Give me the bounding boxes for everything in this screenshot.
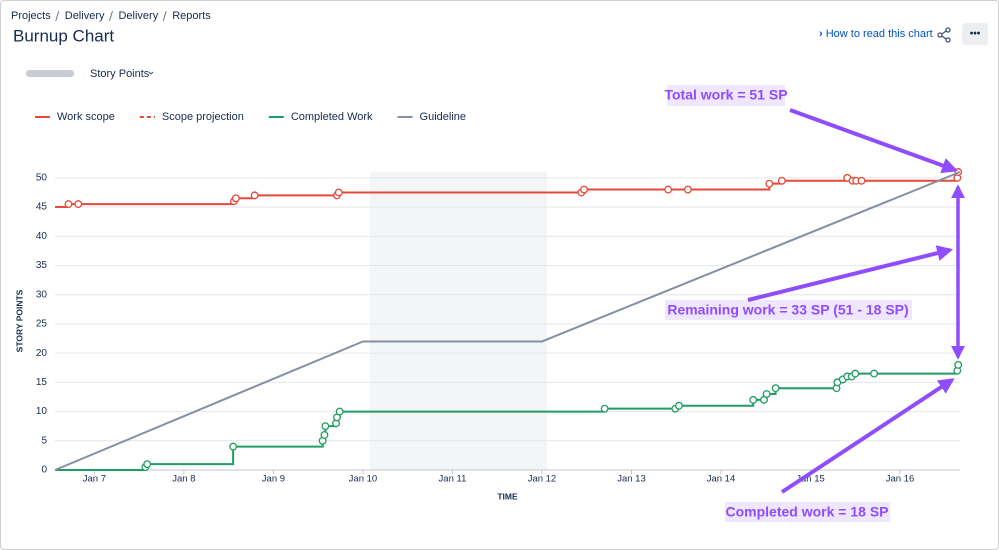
- x-tick-label: Jan 16: [886, 474, 915, 485]
- annotation-box: [667, 85, 785, 106]
- x-tick-label: Jan 12: [528, 474, 557, 485]
- y-tick-label: 45: [36, 202, 48, 213]
- series-line: [54, 171, 961, 471]
- annotation: Total work = 51 SP: [664, 87, 787, 103]
- data-point: [229, 442, 238, 451]
- data-point: [335, 407, 344, 416]
- x-tick-label: Jan 15: [796, 474, 825, 485]
- data-point: [771, 384, 780, 393]
- menu-button-label[interactable]: •••: [970, 29, 981, 40]
- breadcrumb-separator: [109, 10, 113, 22]
- y-tick-label: 30: [36, 289, 48, 300]
- data-point: [870, 369, 879, 378]
- data-point: [74, 200, 83, 209]
- x-tick-label: Jan 7: [83, 474, 106, 485]
- x-tick-label: Jan 14: [707, 474, 736, 485]
- dropdown-caret: [148, 71, 154, 75]
- annotation: Completed work = 18 SP: [726, 504, 889, 520]
- breadcrumb[interactable]: Reports: [172, 10, 211, 22]
- annotation-box: [665, 300, 912, 320]
- breadcrumb-separator: [162, 10, 167, 22]
- data-point: [749, 395, 758, 404]
- data-point: [683, 185, 692, 194]
- help-link[interactable]: › How to read this chart: [819, 28, 933, 40]
- breadcrumb[interactable]: Delivery: [118, 10, 158, 22]
- breadcrumb-separator: [55, 10, 60, 22]
- x-tick-label: Jan 13: [617, 474, 646, 485]
- blurred-text: [26, 70, 74, 77]
- data-point: [320, 430, 329, 439]
- x-tick-label: Jan 8: [172, 474, 195, 485]
- legend-label: Guideline: [420, 111, 466, 123]
- data-point: [64, 200, 73, 209]
- share-icon[interactable]: [937, 27, 951, 43]
- breadcrumb[interactable]: Projects: [11, 10, 51, 22]
- data-point: [600, 404, 609, 413]
- data-point: [321, 422, 330, 431]
- x-axis-label: TIME: [497, 491, 518, 501]
- non-working-days: [370, 172, 547, 470]
- annotation-box: [725, 502, 890, 522]
- data-point: [674, 401, 683, 410]
- x-tick-label: Jan 9: [262, 474, 285, 485]
- breadcrumb[interactable]: Delivery: [65, 10, 105, 22]
- data-point: [664, 185, 673, 194]
- annotation: Remaining work = 33 SP (51 - 18 SP): [667, 302, 908, 318]
- y-tick-label: 10: [36, 406, 48, 417]
- y-tick-label: 20: [36, 348, 48, 359]
- y-tick-label: 35: [36, 260, 48, 271]
- x-tick-label: Jan 11: [439, 474, 467, 485]
- annotation-arrows: [747, 108, 965, 494]
- y-tick-label: 25: [36, 319, 48, 330]
- legend-label: Scope projection: [162, 111, 244, 123]
- estimation-dropdown[interactable]: Story Points: [90, 68, 150, 80]
- page-title: Burnup Chart: [13, 26, 114, 45]
- data-point: [762, 390, 771, 398]
- y-tick-label: 15: [36, 377, 48, 388]
- data-point: [954, 360, 963, 369]
- y-tick-label: 40: [36, 231, 48, 242]
- data-point: [857, 176, 866, 185]
- data-point: [250, 191, 259, 200]
- data-point: [231, 194, 240, 203]
- y-tick-label: 50: [36, 172, 48, 183]
- data-point: [765, 179, 774, 188]
- y-axis-label: STORY POINTS: [14, 289, 24, 352]
- legend-label: Work scope: [57, 111, 115, 123]
- y-tick-label: 0: [41, 465, 47, 476]
- data-point: [777, 176, 786, 185]
- x-tick-label: Jan 10: [349, 474, 378, 485]
- data-point: [851, 369, 860, 378]
- data-point: [580, 185, 588, 194]
- data-point: [334, 188, 343, 197]
- menu-button[interactable]: [962, 23, 988, 45]
- legend-label: Completed Work: [291, 111, 373, 123]
- data-point: [143, 460, 152, 469]
- y-tick-label: 5: [41, 435, 47, 446]
